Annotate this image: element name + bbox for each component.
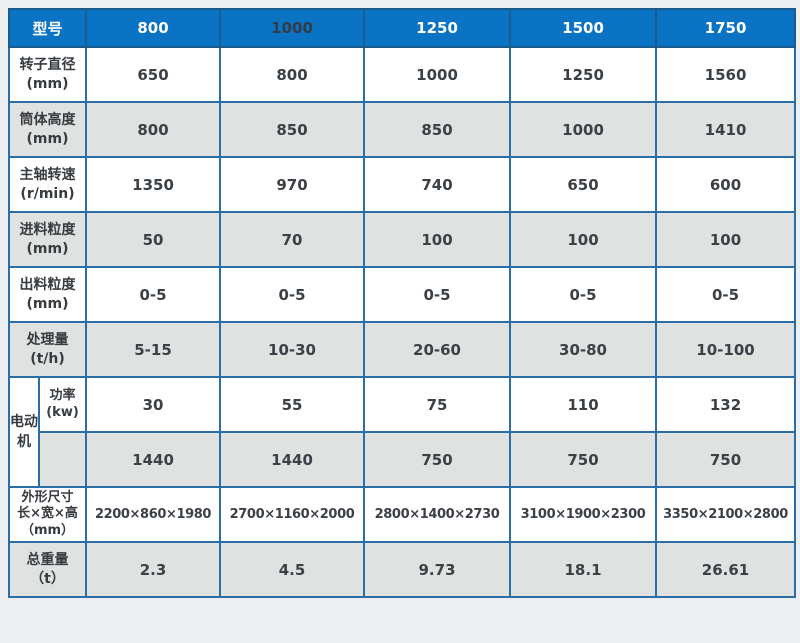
motor-power-1500: 110: [509, 376, 658, 433]
row-feed-size: 进料粒度 (mm) 50 70 100 100 100: [7, 211, 797, 268]
total-weight-800: 2.3: [85, 541, 222, 598]
dimensions-label-text: 外形尺寸: [21, 490, 74, 506]
rotor-diameter-label-text: 转子直径: [19, 57, 76, 74]
rotor-diameter-1000: 800: [219, 46, 366, 103]
capacity-1250: 20-60: [363, 321, 512, 378]
row-motor-speed: 1440 1440 750 750 750: [9, 431, 797, 488]
dimensions-label: 外形尺寸 长×宽×高 （mm）: [7, 486, 88, 543]
row-total-weight: 总重量 （t） 2.3 4.5 9.73 18.1 26.61: [7, 541, 797, 598]
feed-size-unit: (mm): [26, 240, 69, 257]
motor-power-sublabel: 功率 (kw): [37, 376, 88, 433]
discharge-size-1000: 0-5: [219, 266, 366, 323]
spindle-speed-800: 1350: [85, 156, 222, 213]
motor-speed-sublabel: [37, 431, 88, 488]
rotor-diameter-unit: (mm): [26, 75, 69, 92]
dimensions-1500: 3100×1900×2300: [509, 486, 658, 543]
cylinder-height-1500: 1000: [509, 101, 658, 158]
rotor-diameter-1750: 1560: [655, 46, 797, 103]
motor-power-1750: 132: [655, 376, 797, 433]
capacity-1500: 30-80: [509, 321, 658, 378]
header-model-1750: 1750: [655, 8, 797, 48]
discharge-size-1250: 0-5: [363, 266, 512, 323]
feed-size-800: 50: [85, 211, 222, 268]
spindle-speed-label-text: 主轴转速: [19, 167, 76, 184]
dimensions-1250: 2800×1400×2730: [363, 486, 512, 543]
motor-power-800: 30: [85, 376, 222, 433]
discharge-size-unit: (mm): [26, 295, 69, 312]
feed-size-1500: 100: [509, 211, 658, 268]
discharge-size-1750: 0-5: [655, 266, 797, 323]
motor-power-1000: 55: [219, 376, 366, 433]
rotor-diameter-800: 650: [85, 46, 222, 103]
header-model-label: 型号: [7, 8, 88, 48]
spindle-speed-1250: 740: [363, 156, 512, 213]
motor-power-label-text: 功率: [49, 387, 76, 403]
capacity-800: 5-15: [85, 321, 222, 378]
total-weight-unit: （t）: [30, 570, 65, 587]
feed-size-label: 进料粒度 (mm): [7, 211, 88, 268]
spindle-speed-label: 主轴转速 (r/min): [7, 156, 88, 213]
spindle-speed-unit: (r/min): [20, 185, 75, 202]
row-cylinder-height: 筒体高度 (mm) 800 850 850 1000 1410: [7, 101, 797, 158]
row-capacity: 处理量 (t/h) 5-15 10-30 20-60 30-80 10-100: [7, 321, 797, 378]
dimensions-label-text2: 长×宽×高: [17, 506, 78, 522]
total-weight-1000: 4.5: [219, 541, 366, 598]
discharge-size-label: 出料粒度 (mm): [7, 266, 88, 323]
row-discharge-size: 出料粒度 (mm) 0-5 0-5 0-5 0-5 0-5: [7, 266, 797, 323]
feed-size-1000: 70: [219, 211, 366, 268]
header-model-800: 800: [85, 8, 222, 48]
header-model-1000: 1000: [219, 8, 366, 48]
total-weight-label-text: 总重量: [26, 552, 69, 569]
total-weight-label: 总重量 （t）: [7, 541, 88, 598]
capacity-unit: (t/h): [30, 350, 65, 367]
cylinder-height-1750: 1410: [655, 101, 797, 158]
feed-size-1750: 100: [655, 211, 797, 268]
spindle-speed-1000: 970: [219, 156, 366, 213]
motor-speed-1250: 750: [363, 431, 512, 488]
row-dimensions: 外形尺寸 长×宽×高 （mm） 2200×860×1980 2700×1160×…: [7, 486, 797, 543]
spindle-speed-1750: 600: [655, 156, 797, 213]
cylinder-height-label: 筒体高度 (mm): [7, 101, 88, 158]
spec-table: 型号 800 1000 1250 1500 1750 转子直径 (mm) 650…: [7, 8, 797, 598]
motor-power-unit: (kw): [46, 404, 79, 420]
row-rotor-diameter: 转子直径 (mm) 650 800 1000 1250 1560: [7, 46, 797, 103]
spindle-speed-1500: 650: [509, 156, 658, 213]
header-model-1500: 1500: [509, 8, 658, 48]
capacity-label: 处理量 (t/h): [7, 321, 88, 378]
rotor-diameter-label: 转子直径 (mm): [7, 46, 88, 103]
discharge-size-label-text: 出料粒度: [19, 277, 76, 294]
cylinder-height-800: 800: [85, 101, 222, 158]
motor-power-1250: 75: [363, 376, 512, 433]
capacity-1750: 10-100: [655, 321, 797, 378]
motor-group-label: 电动机: [8, 376, 40, 488]
discharge-size-800: 0-5: [85, 266, 222, 323]
motor-speed-1000: 1440: [219, 431, 366, 488]
dimensions-1750: 3350×2100×2800: [655, 486, 797, 543]
dimensions-unit: （mm）: [20, 522, 75, 538]
header-row: 型号 800 1000 1250 1500 1750: [7, 8, 797, 48]
total-weight-1750: 26.61: [655, 541, 797, 598]
feed-size-1250: 100: [363, 211, 512, 268]
total-weight-1250: 9.73: [363, 541, 512, 598]
row-motor-power: 电动机 功率 (kw) 30 55 75 110 132: [8, 376, 797, 488]
rotor-diameter-1500: 1250: [509, 46, 658, 103]
discharge-size-1500: 0-5: [509, 266, 658, 323]
rotor-diameter-1250: 1000: [363, 46, 512, 103]
dimensions-800: 2200×860×1980: [85, 486, 222, 543]
dimensions-1000: 2700×1160×2000: [219, 486, 366, 543]
motor-speed-1750: 750: [655, 431, 797, 488]
cylinder-height-unit: (mm): [26, 130, 69, 147]
capacity-1000: 10-30: [219, 321, 366, 378]
header-model-1250: 1250: [363, 8, 512, 48]
motor-speed-1500: 750: [509, 431, 658, 488]
row-spindle-speed: 主轴转速 (r/min) 1350 970 740 650 600: [7, 156, 797, 213]
cylinder-height-label-text: 筒体高度: [19, 112, 76, 129]
motor-speed-800: 1440: [85, 431, 222, 488]
total-weight-1500: 18.1: [509, 541, 658, 598]
feed-size-label-text: 进料粒度: [19, 222, 76, 239]
cylinder-height-1250: 850: [363, 101, 512, 158]
cylinder-height-1000: 850: [219, 101, 366, 158]
capacity-label-text: 处理量: [26, 332, 69, 349]
